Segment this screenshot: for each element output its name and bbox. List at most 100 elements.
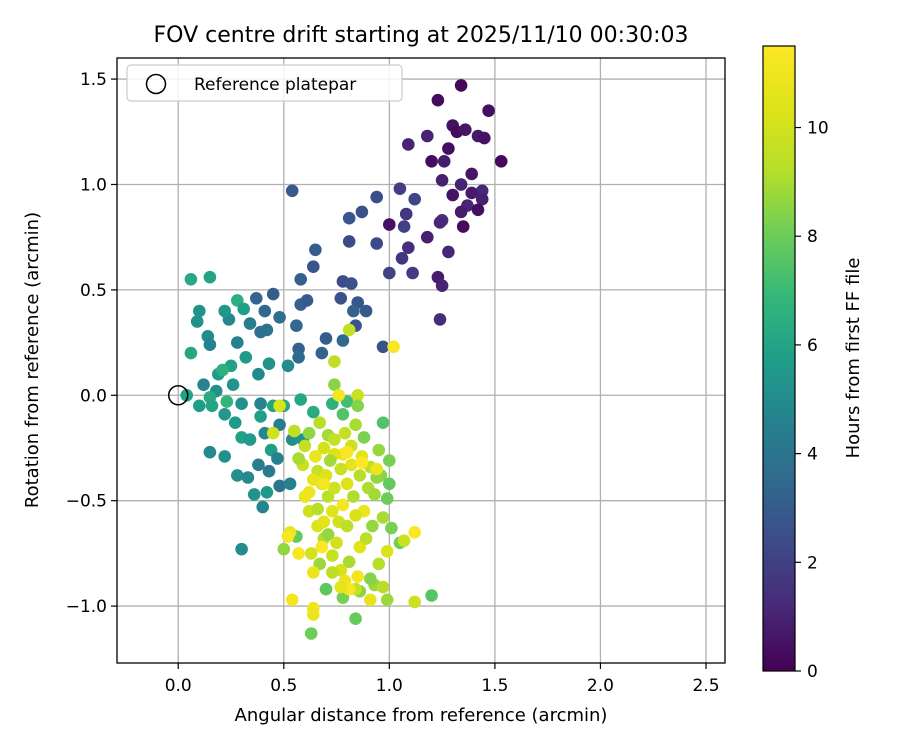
data-point (433, 216, 447, 229)
data-point (216, 363, 229, 377)
reference-marker (167, 385, 189, 406)
data-point (446, 188, 460, 202)
data-point (193, 304, 206, 318)
data-point (326, 566, 339, 579)
data-point (321, 528, 335, 541)
data-point (239, 351, 253, 364)
data-point (336, 334, 350, 347)
data-point (302, 486, 316, 499)
colorbar-frame (762, 45, 796, 672)
data-point (437, 155, 451, 168)
data-point (304, 627, 318, 640)
data-point (319, 582, 333, 596)
data-point (271, 452, 284, 465)
plot-frame (116, 57, 726, 664)
data-point (285, 184, 299, 198)
data-point (281, 359, 295, 373)
data-point (370, 237, 384, 250)
data-point (482, 104, 495, 117)
data-point (317, 441, 331, 455)
data-point (298, 439, 312, 453)
data-point (334, 462, 348, 476)
data-point (454, 79, 468, 92)
y-axis-ticks: −1.0 −0.5 0.0 0.5 1.0 1.5 (66, 70, 117, 617)
data-point (355, 205, 369, 219)
data-point (494, 155, 508, 168)
grid-lines (117, 58, 725, 663)
data-point (247, 488, 261, 501)
data-point (431, 93, 445, 107)
data-point (184, 346, 198, 360)
data-point (315, 540, 329, 554)
data-point (288, 424, 301, 438)
data-point (408, 192, 422, 206)
data-point (252, 367, 265, 381)
data-point (370, 462, 384, 476)
colorbar-tick-label: 8 (807, 227, 818, 247)
data-point (345, 277, 358, 290)
data-point (241, 471, 255, 484)
data-point (338, 426, 352, 440)
data-point (364, 593, 377, 607)
data-point (408, 526, 422, 539)
data-point (433, 313, 447, 326)
data-point (478, 131, 491, 145)
data-point (266, 426, 280, 440)
data-point (326, 549, 339, 562)
data-point (459, 123, 472, 136)
x-tick-label: 0.5 (270, 676, 297, 696)
data-point (328, 433, 341, 446)
data-point (345, 458, 358, 472)
data-point (262, 464, 276, 478)
data-point (349, 509, 362, 522)
data-point (370, 190, 384, 204)
data-point (290, 319, 303, 333)
data-point (353, 469, 367, 482)
data-point (231, 336, 244, 349)
data-point (311, 502, 324, 516)
data-point (465, 186, 479, 200)
data-point (258, 304, 272, 318)
data-point (351, 399, 365, 413)
data-point (471, 203, 485, 217)
data-point (380, 593, 394, 607)
data-point (465, 167, 479, 181)
data-point (218, 450, 231, 463)
data-point (355, 456, 369, 470)
data-point (294, 273, 308, 286)
data-point (336, 408, 350, 421)
data-point (456, 220, 470, 233)
y-tick-label: −1.0 (66, 597, 107, 617)
legend-box (126, 64, 403, 102)
data-point (184, 273, 198, 286)
data-point (254, 325, 267, 339)
x-tick-label: 1.0 (376, 676, 403, 696)
data-point (340, 445, 354, 459)
data-point (334, 580, 348, 594)
data-point (283, 477, 297, 491)
data-point (203, 445, 217, 459)
data-point (235, 542, 248, 556)
data-point (281, 530, 295, 543)
data-point (351, 570, 365, 583)
legend-marker-icon (145, 73, 167, 95)
data-point (328, 378, 341, 392)
data-point (252, 458, 265, 472)
data-point (359, 304, 373, 318)
data-point (385, 521, 398, 535)
data-point (309, 243, 322, 257)
data-point (342, 555, 356, 569)
colorbar-tick-label: 0 (807, 662, 818, 682)
data-point (237, 302, 250, 316)
data-point (180, 389, 193, 402)
data-point (307, 405, 320, 419)
data-point (454, 178, 468, 191)
data-point (226, 378, 240, 392)
colorbar-gradient (763, 46, 795, 671)
data-point (397, 534, 411, 547)
data-point (307, 608, 320, 621)
data-point (380, 492, 394, 505)
y-tick-label: 1.5 (80, 70, 107, 90)
data-point (372, 443, 386, 457)
